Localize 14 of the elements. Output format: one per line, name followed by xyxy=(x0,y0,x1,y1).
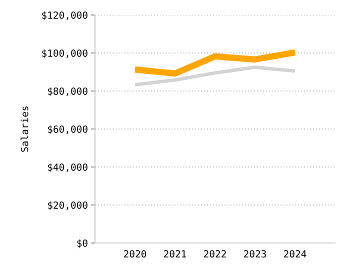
y-tick-label: $20,000 xyxy=(48,201,88,210)
y-tick-label: $60,000 xyxy=(48,125,88,134)
x-tick-label: 2024 xyxy=(284,250,306,258)
x-tick-label: 2023 xyxy=(244,250,266,258)
y-tick-label: $120,000 xyxy=(42,11,88,20)
x-tick-label: 2021 xyxy=(164,250,186,258)
y-axis-title: Salaries xyxy=(20,106,28,152)
x-tick-label: 2020 xyxy=(124,250,146,258)
y-tick-label: $80,000 xyxy=(48,87,88,96)
y-tick-label: $40,000 xyxy=(48,163,88,172)
x-tick-label: 2022 xyxy=(204,250,226,258)
line-series xyxy=(133,66,297,86)
y-tick-label: $0 xyxy=(77,239,88,248)
y-tick-label: $100,000 xyxy=(42,49,88,58)
